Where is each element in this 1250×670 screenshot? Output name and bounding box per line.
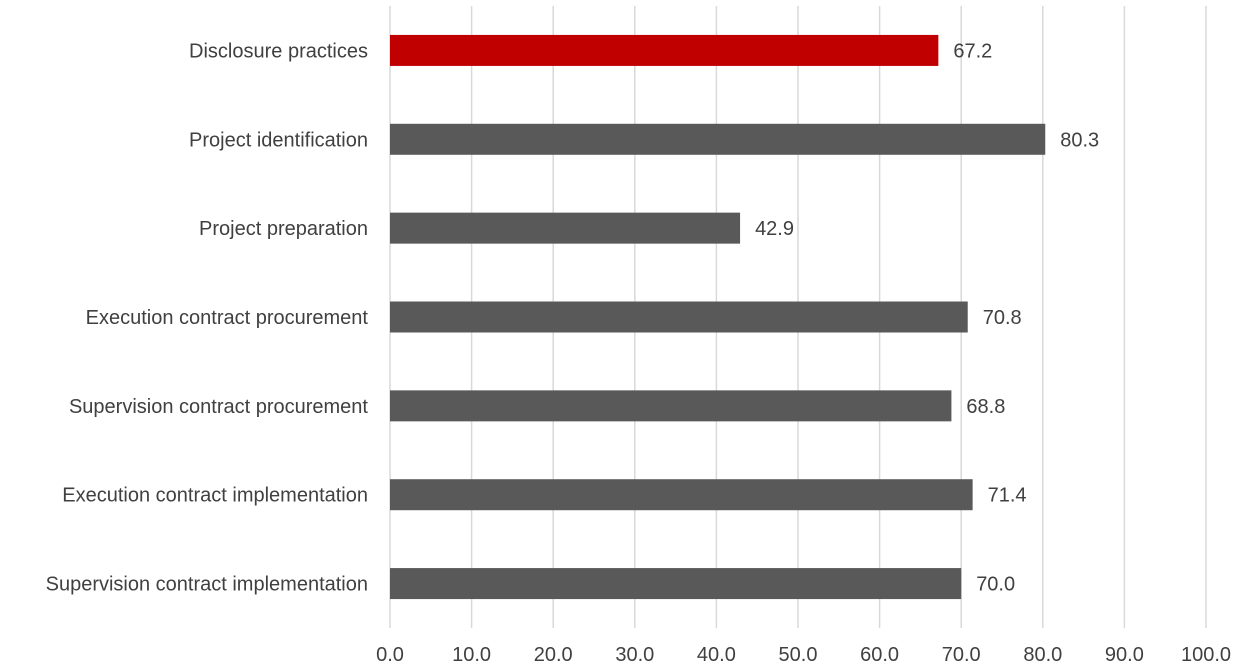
category-label: Disclosure practices [189, 40, 368, 62]
x-tick-label: 20.0 [534, 644, 573, 666]
data-label: 70.0 [976, 574, 1015, 596]
x-tick-label: 70.0 [942, 644, 981, 666]
x-tick-label: 40.0 [697, 644, 736, 666]
bar [390, 123, 1046, 155]
x-tick-label: 50.0 [779, 644, 818, 666]
x-tick-label: 10.0 [452, 644, 491, 666]
data-label: 42.9 [755, 218, 794, 240]
category-label: Execution contract procurement [86, 307, 369, 329]
bar [390, 212, 741, 244]
category-labels: Disclosure practices Project identificati… [46, 40, 369, 595]
category-label: Project identification [189, 129, 368, 151]
x-tick-label: 100.0 [1181, 644, 1231, 666]
bar [390, 301, 968, 333]
x-tick-label: 0.0 [376, 644, 404, 666]
x-tick-label: 30.0 [615, 644, 654, 666]
category-label: Supervision contract procurement [69, 396, 368, 418]
data-label: 70.8 [983, 307, 1022, 329]
x-tick-label: 60.0 [860, 644, 899, 666]
data-label: 67.2 [953, 40, 992, 62]
bar [390, 390, 952, 422]
category-label: Project preparation [199, 218, 368, 240]
bar [390, 568, 962, 600]
x-tick-label: 90.0 [1105, 644, 1144, 666]
bar [390, 479, 973, 511]
category-label: Supervision contract implementation [46, 574, 368, 596]
bar [390, 34, 939, 66]
data-label: 71.4 [988, 485, 1027, 507]
x-axis-tick-labels: 0.0 10.0 20.0 30.0 40.0 50.0 60.0 70.0 80.0 90.0 1… [376, 644, 1231, 666]
data-label: 80.3 [1060, 129, 1099, 151]
x-tick-label: 80.0 [1023, 644, 1062, 666]
data-label: 68.8 [966, 396, 1005, 418]
bars [390, 34, 1046, 600]
category-label: Execution contract implementation [62, 485, 368, 507]
data-labels: 67.2 80.3 42.9 70.8 68.8 71.4 70.0 [755, 40, 1099, 595]
